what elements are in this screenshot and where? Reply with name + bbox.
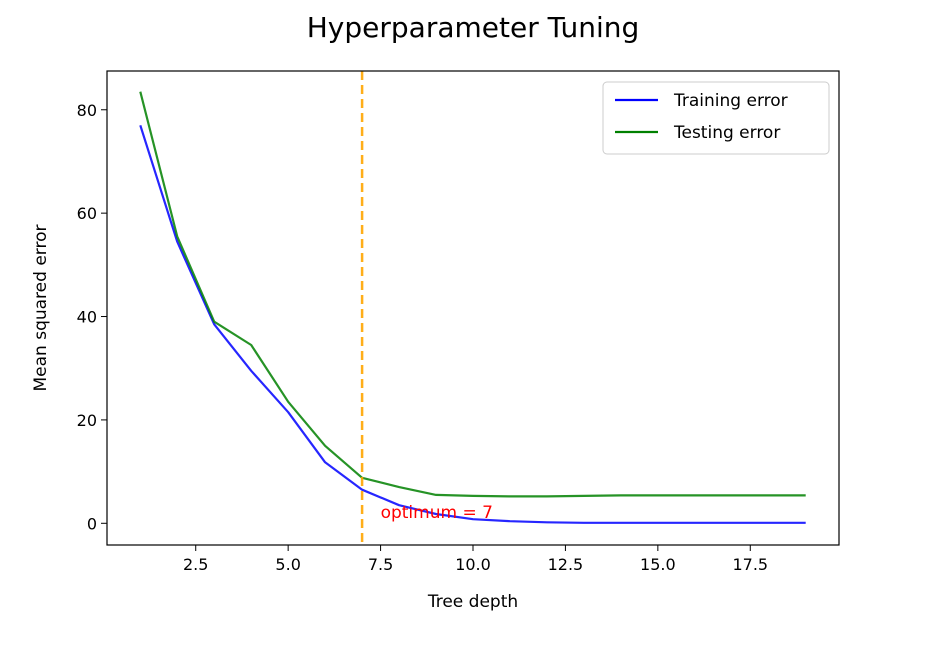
optimum-annotation: optimum = 7 [381, 503, 493, 523]
y-tick-label: 20 [77, 411, 97, 430]
x-tick-label: 17.5 [732, 555, 768, 574]
x-tick-label: 7.5 [368, 555, 393, 574]
legend: Training error Testing error [602, 81, 830, 155]
x-tick-label: 12.5 [548, 555, 584, 574]
x-axis-ticks: 2.5 5.0 7.5 10.0 12.5 15.0 17.5 [183, 545, 768, 574]
chart-title: Hyperparameter Tuning [307, 11, 640, 44]
y-axis-ticks: 0 20 40 60 80 [77, 101, 107, 533]
x-tick-label: 2.5 [183, 555, 208, 574]
x-axis-label: Tree depth [427, 592, 518, 612]
legend-label: Training error [673, 91, 788, 111]
legend-box [602, 81, 830, 155]
series-line-testing-error [139, 91, 806, 498]
y-tick-label: 60 [77, 204, 97, 223]
y-tick-label: 0 [87, 514, 97, 533]
x-tick-label: 10.0 [455, 555, 491, 574]
series-line-training-error [139, 124, 806, 524]
legend-label: Testing error [673, 123, 780, 143]
series-layer [139, 71, 806, 545]
x-tick-label: 15.0 [640, 555, 676, 574]
y-tick-label: 80 [77, 101, 97, 120]
y-tick-label: 40 [77, 308, 97, 327]
y-axis-label: Mean squared error [31, 225, 51, 392]
x-tick-label: 5.0 [275, 555, 300, 574]
